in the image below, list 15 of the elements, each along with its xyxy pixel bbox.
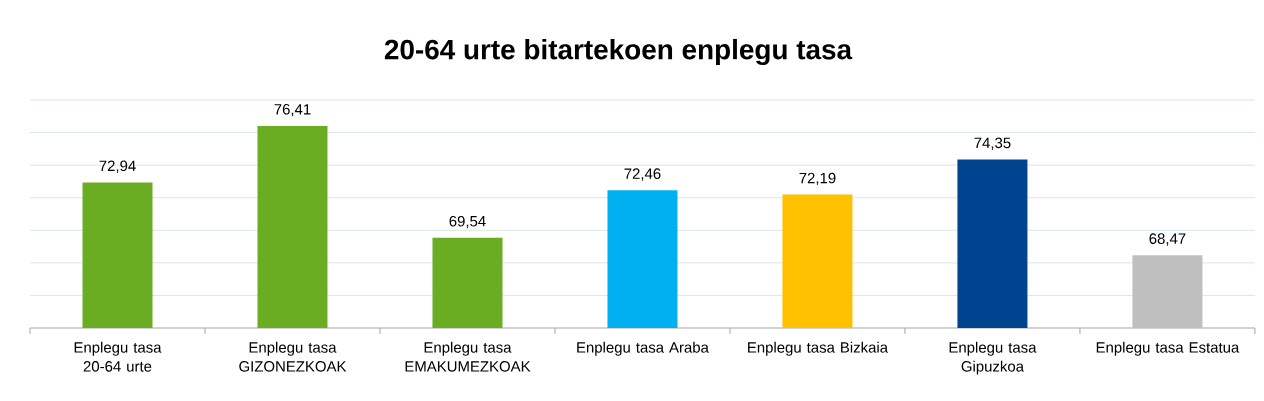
x-tick-label: Enplegu tasa Estatua bbox=[1096, 341, 1240, 356]
data-label: 72,46 bbox=[624, 168, 661, 181]
x-tick-label: Enplegu tasa Gipuzkoa bbox=[949, 341, 1037, 375]
x-tick-label: Enplegu tasa 20-64 urte bbox=[74, 341, 162, 372]
data-label: 76,41 bbox=[274, 104, 311, 117]
x-tick-label: Enplegu tasa Araba bbox=[577, 341, 709, 356]
data-label: 72,19 bbox=[799, 172, 836, 186]
chart-title: 20-64 urte bitartekoen enplegu tasa bbox=[384, 38, 853, 66]
data-label: 68,47 bbox=[1149, 233, 1186, 246]
data-label: 74,35 bbox=[974, 137, 1011, 150]
data-label: 72,94 bbox=[99, 160, 136, 173]
data-label: 69,54 bbox=[449, 215, 486, 229]
x-tick-label: Enplegu tasa GIZONEZKOAK bbox=[239, 341, 347, 372]
x-tick-label: Enplegu tasa Bizkaia bbox=[748, 341, 889, 356]
x-tick-label: Enplegu tasa EMAKUMEZKOAK bbox=[405, 341, 531, 372]
